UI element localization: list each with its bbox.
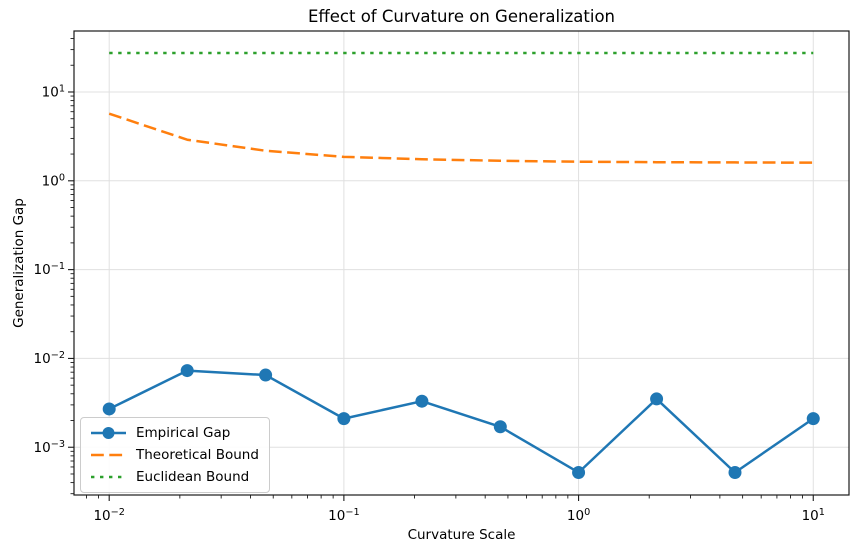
legend: Empirical Gap Theoretical Bound Euclidean … (80, 417, 270, 493)
marker-empirical-gap (415, 394, 429, 408)
x-axis-label: Curvature Scale (407, 527, 516, 543)
series-line-empirical-gap (108, 369, 814, 474)
legend-item-theoretical-bound: Theoretical Bound (90, 445, 259, 465)
y-tick-label: 10−2 (34, 350, 65, 367)
marker-empirical-gap (180, 364, 194, 378)
legend-label-euclidean-bound: Euclidean Bound (136, 469, 250, 485)
legend-label-theoretical-bound: Theoretical Bound (136, 447, 259, 463)
legend-item-empirical-gap: Empirical Gap (90, 423, 259, 443)
y-tick-label: 100 (42, 172, 65, 189)
legend-sample-empirical-gap (91, 427, 126, 439)
marker-empirical-gap (650, 392, 664, 406)
y-tick-label: 101 (42, 83, 65, 100)
y-tick-label: 10−1 (34, 261, 65, 278)
marker-empirical-gap (728, 465, 742, 479)
axes-spines (73, 30, 850, 496)
chart-title: Effect of Curvature on Generalization (307, 7, 616, 26)
marker-empirical-gap (806, 412, 820, 426)
axis-ticks (68, 38, 814, 501)
marker-empirical-gap (102, 402, 116, 416)
series-theoretical-bound (108, 112, 814, 164)
x-tick-label: 10−2 (93, 507, 124, 524)
marker-empirical-gap (259, 368, 273, 382)
legend-sample-euclidean-bound (91, 475, 126, 479)
y-tick-label: 10−3 (34, 439, 65, 456)
series-empirical-gap (102, 364, 820, 479)
gridlines (74, 31, 849, 495)
marker-empirical-gap (572, 465, 586, 479)
x-tick-label: 10−1 (328, 507, 359, 524)
legend-sample-theoretical-bound (91, 453, 126, 457)
marker-empirical-gap (337, 412, 351, 426)
legend-label-empirical-gap: Empirical Gap (136, 425, 231, 441)
y-axis-label: Generalization Gap (11, 198, 27, 328)
x-tick-label: 101 (802, 507, 825, 524)
x-tick-label: 100 (567, 507, 590, 524)
legend-item-euclidean-bound: Euclidean Bound (90, 467, 259, 487)
marker-empirical-gap (493, 420, 507, 434)
series-line-theoretical-bound (108, 112, 814, 164)
